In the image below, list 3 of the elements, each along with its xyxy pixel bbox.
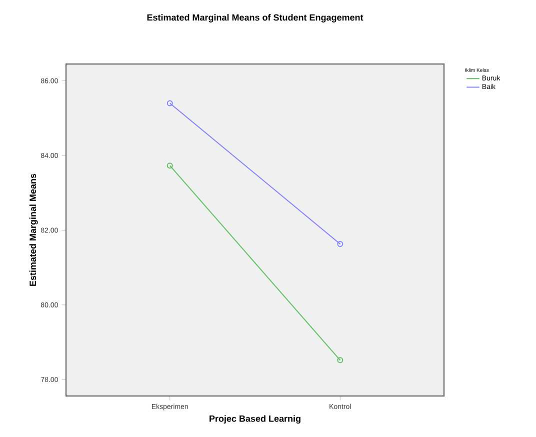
x-axis-title: Projec Based Learnig: [210, 415, 300, 424]
chart-title: Estimated Marginal Means of Student Engagement: [147, 14, 364, 22]
y-axis-title: Estimated Marginal Means: [29, 174, 38, 286]
